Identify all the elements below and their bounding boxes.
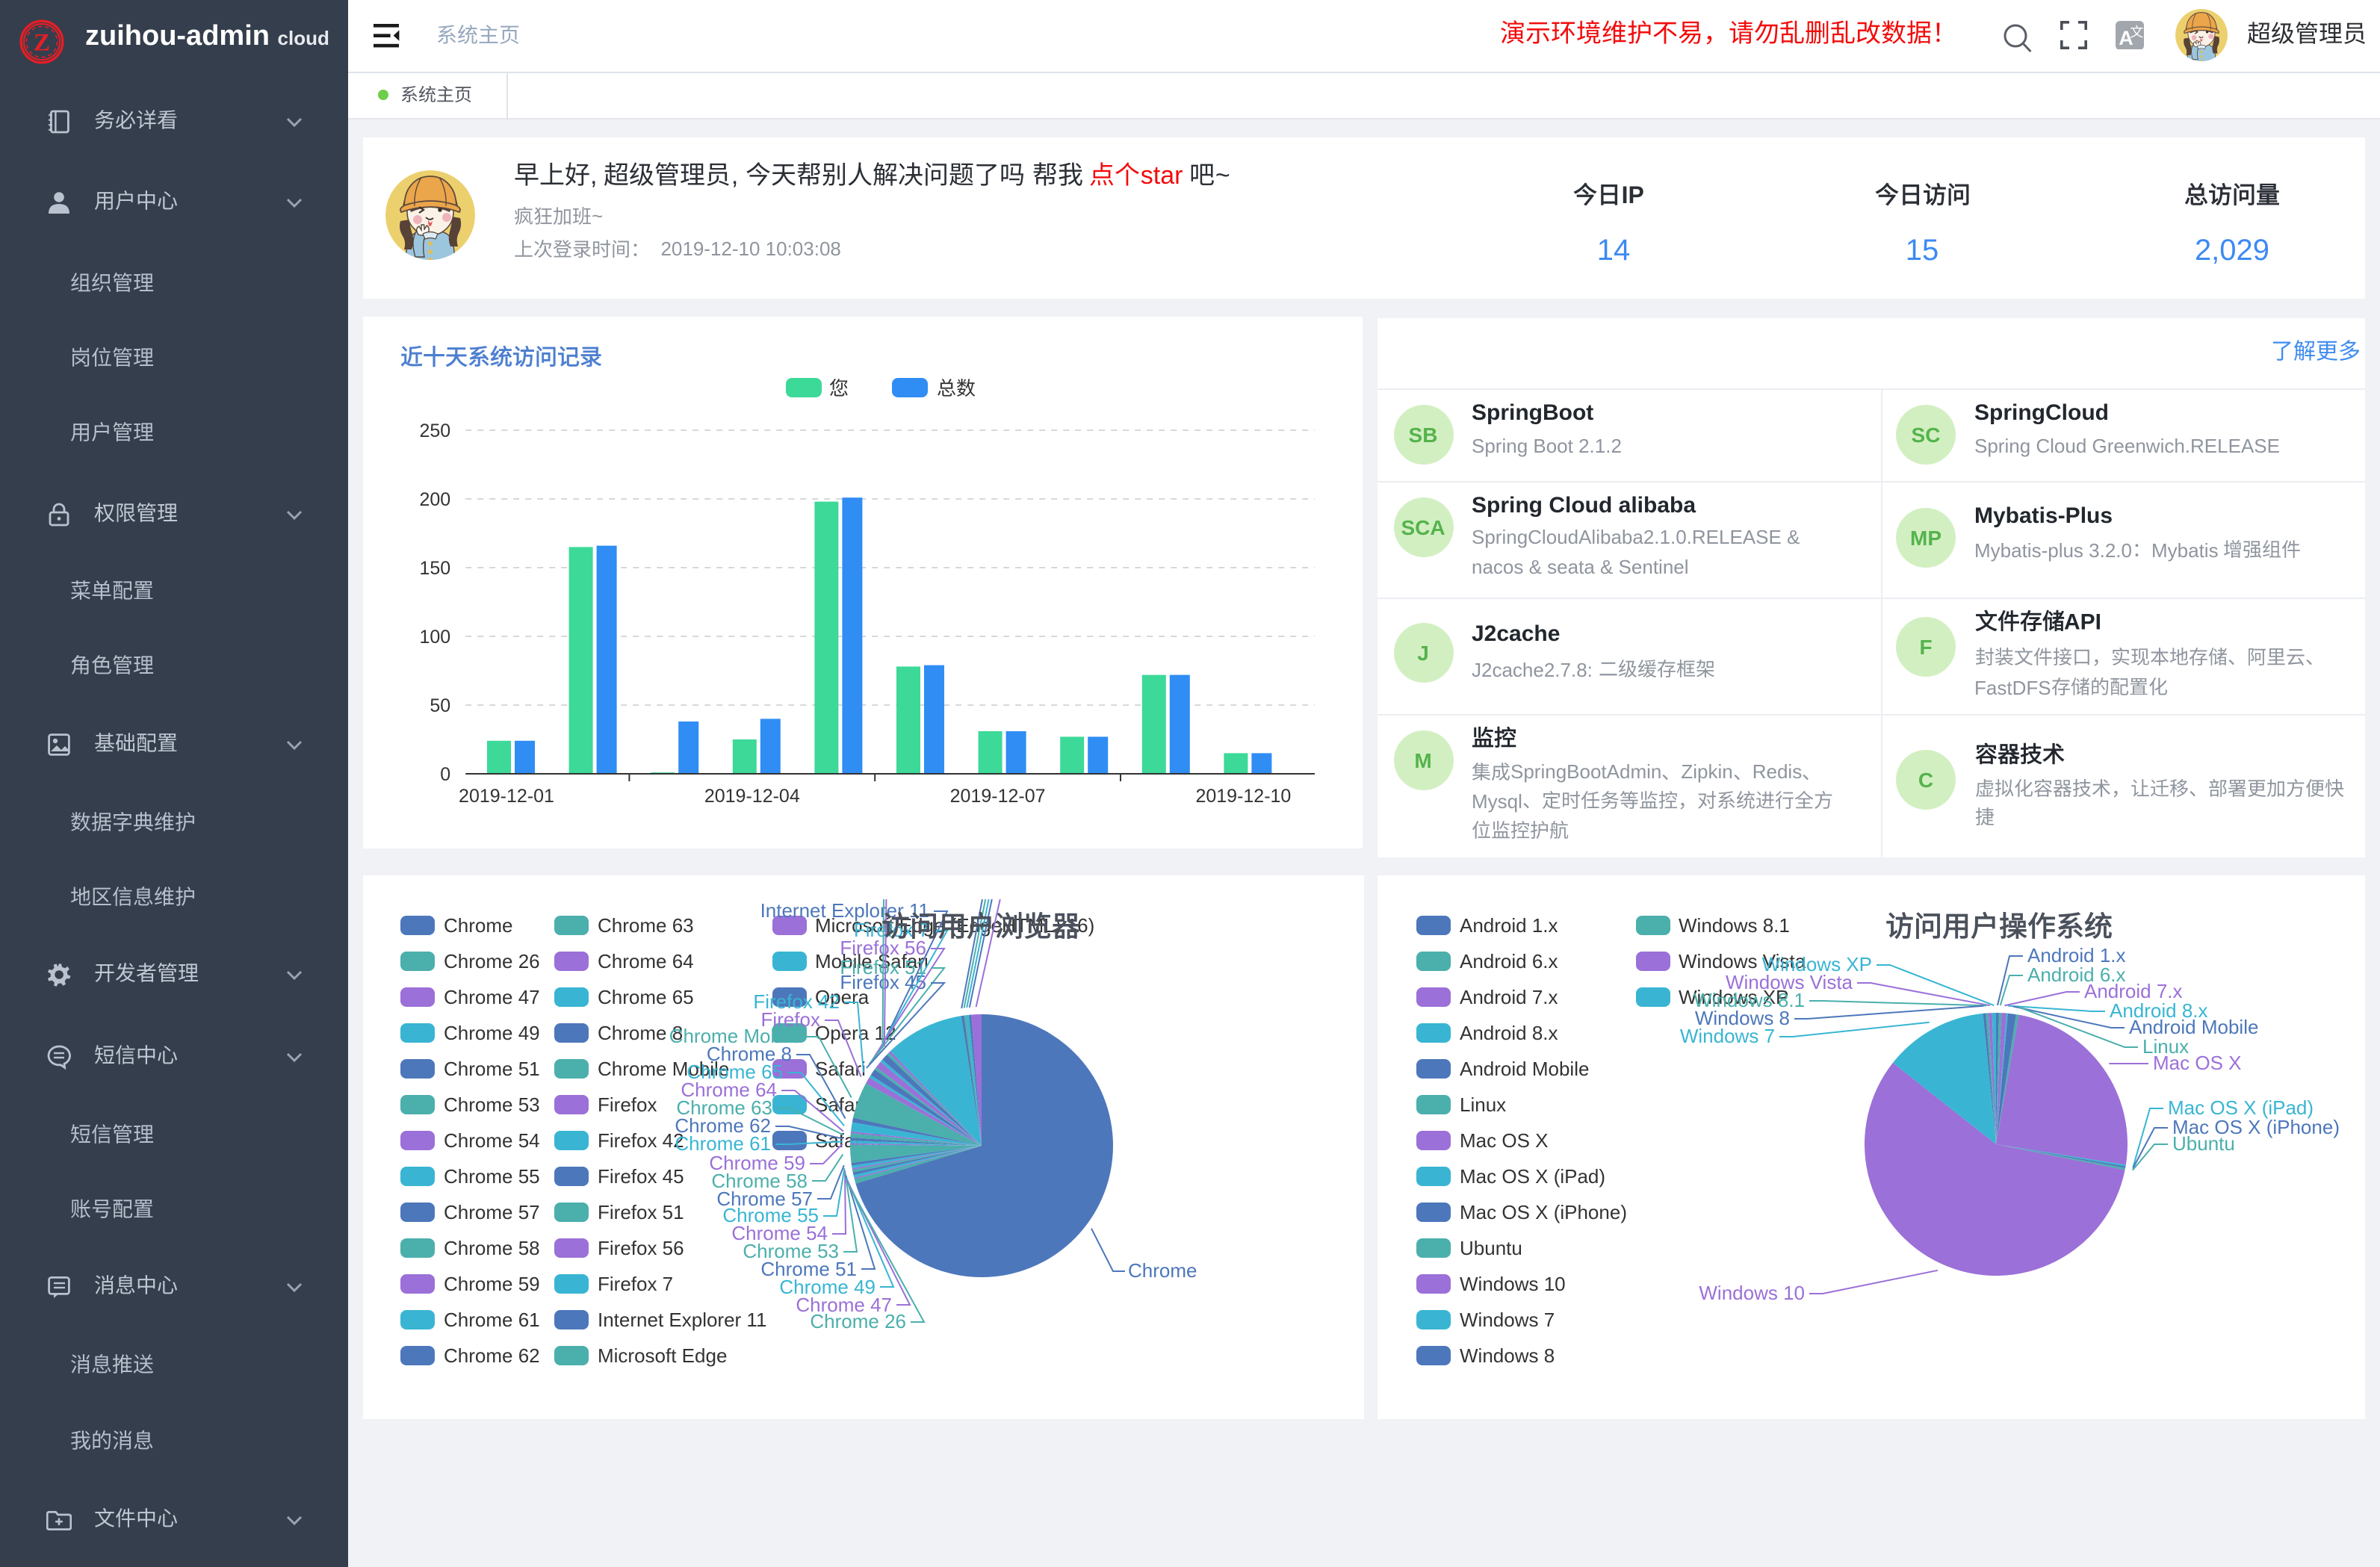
svg-text:150: 150 — [419, 558, 450, 579]
svg-text:2019-12-01: 2019-12-01 — [459, 786, 554, 807]
svg-text:100: 100 — [419, 627, 450, 648]
svg-text:2019-12-10: 2019-12-10 — [1195, 786, 1291, 807]
svg-text:50: 50 — [430, 695, 450, 716]
svg-text:A: A — [2119, 26, 2133, 49]
svg-text:Z: Z — [34, 30, 50, 57]
svg-text:2019-12-04: 2019-12-04 — [704, 786, 800, 807]
svg-text:200: 200 — [419, 489, 450, 510]
svg-text:250: 250 — [419, 421, 450, 441]
svg-text:0: 0 — [440, 764, 450, 785]
svg-text:2019-12-07: 2019-12-07 — [950, 786, 1046, 807]
